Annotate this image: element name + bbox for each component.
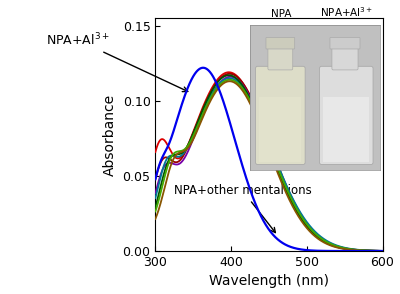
Text: NPA+Al$^{3+}$: NPA+Al$^{3+}$ [46, 32, 188, 92]
X-axis label: Wavelength (nm): Wavelength (nm) [209, 274, 329, 288]
Y-axis label: Absorbance: Absorbance [103, 93, 117, 176]
Text: NPA+other mental ions: NPA+other mental ions [174, 184, 311, 233]
